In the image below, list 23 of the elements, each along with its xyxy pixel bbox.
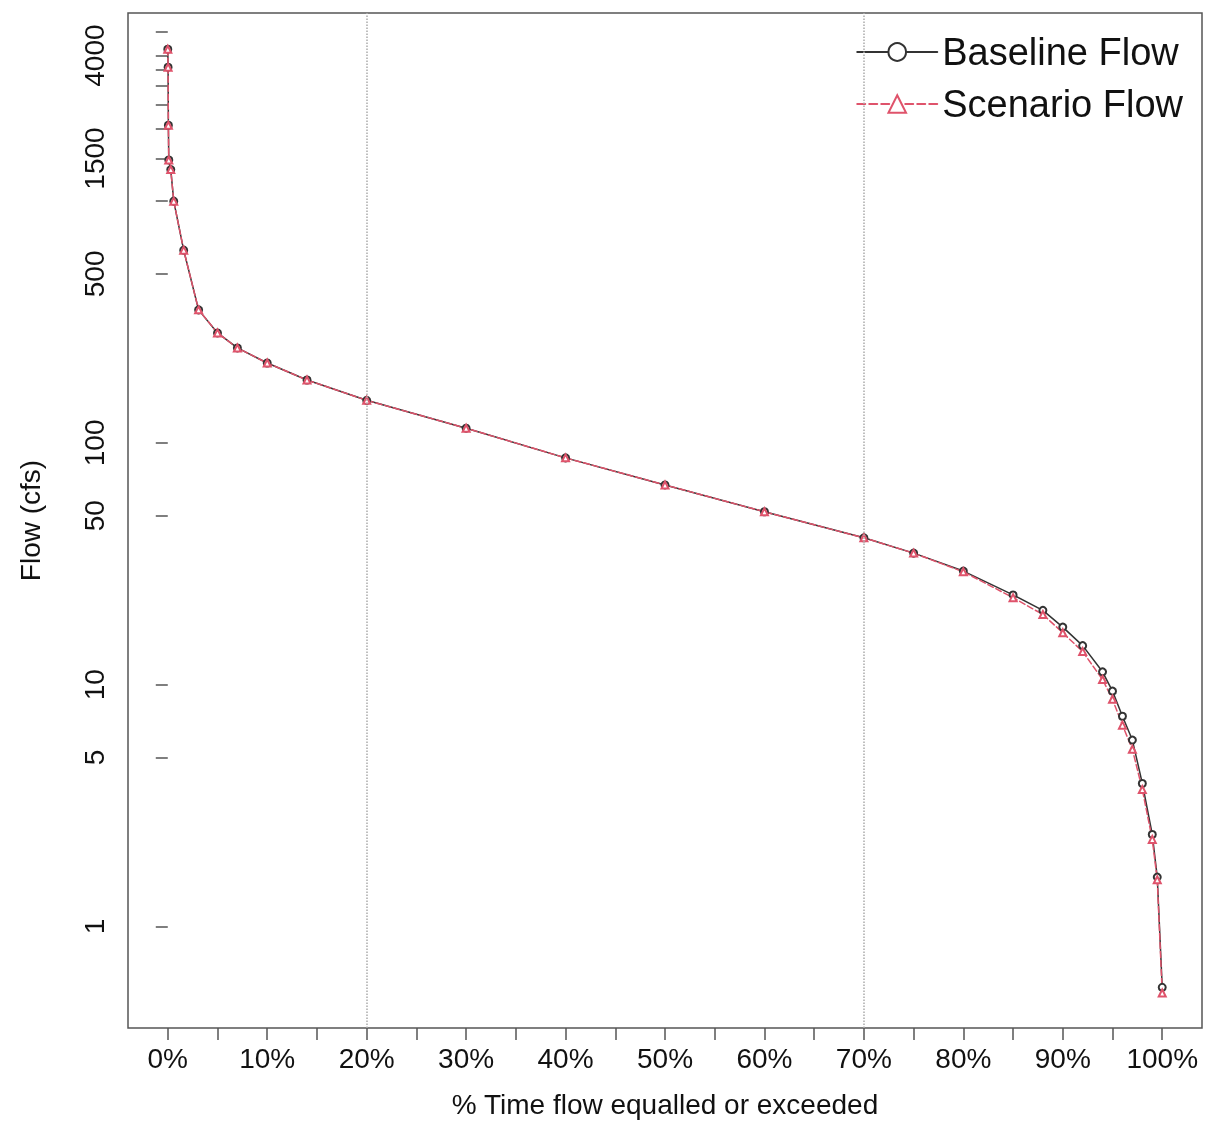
legend-label: Baseline Flow <box>942 31 1180 73</box>
x-tick-label: 50% <box>636 1042 694 1074</box>
x-tick-label: 70% <box>835 1042 892 1074</box>
x-tick-label: 100% <box>1126 1042 1199 1074</box>
x-tick-label: 30% <box>438 1042 495 1074</box>
x-tick-label: 90% <box>1034 1042 1091 1074</box>
y-axis-title: Flow (cfs) <box>14 459 46 582</box>
y-tick-label: 4000 <box>78 24 110 87</box>
x-tick-label: 80% <box>935 1042 992 1074</box>
y-tick-label: 50 <box>78 500 110 532</box>
x-tick-label: 60% <box>736 1042 793 1074</box>
x-tick-label: 0% <box>147 1042 189 1074</box>
y-tick-label: 500 <box>78 250 110 298</box>
x-tick-label: 40% <box>537 1042 594 1074</box>
x-tick-label: 20% <box>338 1042 395 1074</box>
y-tick-label: 5 <box>78 749 110 766</box>
y-tick-label: 1500 <box>78 127 110 190</box>
x-tick-label: 10% <box>239 1042 296 1074</box>
y-tick-label: 100 <box>78 419 110 467</box>
x-axis-title: % Time flow equalled or exceeded <box>451 1088 879 1120</box>
y-tick-label: 1 <box>78 918 110 935</box>
y-tick-label: 10 <box>78 669 110 701</box>
legend-label: Scenario Flow <box>942 83 1184 125</box>
